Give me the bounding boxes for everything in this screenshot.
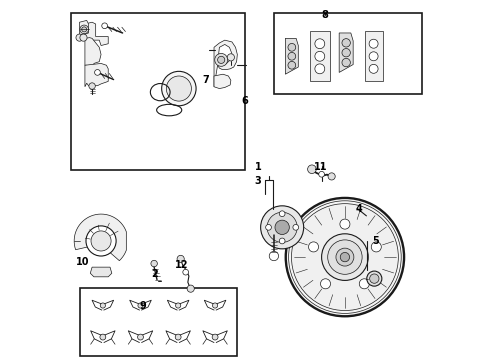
Polygon shape (339, 33, 352, 72)
Circle shape (314, 51, 324, 61)
Circle shape (279, 211, 285, 217)
Circle shape (279, 238, 285, 244)
Circle shape (340, 252, 349, 262)
Circle shape (341, 49, 349, 57)
Circle shape (335, 248, 353, 266)
Text: 7: 7 (202, 75, 209, 85)
Bar (273, 13, 422, 94)
Polygon shape (309, 31, 329, 81)
Circle shape (86, 226, 116, 256)
Polygon shape (85, 38, 101, 69)
Polygon shape (85, 63, 108, 87)
Text: 8: 8 (321, 10, 328, 20)
Circle shape (269, 251, 278, 261)
Circle shape (260, 206, 303, 249)
Circle shape (321, 234, 367, 280)
Circle shape (288, 201, 400, 314)
Circle shape (175, 334, 181, 340)
Polygon shape (90, 267, 112, 277)
Circle shape (368, 39, 377, 48)
Circle shape (212, 334, 218, 340)
Circle shape (318, 171, 324, 177)
Text: 1: 1 (254, 162, 261, 172)
Polygon shape (74, 214, 126, 261)
Circle shape (100, 334, 105, 340)
Circle shape (285, 198, 403, 316)
Circle shape (291, 204, 398, 311)
Text: 12: 12 (174, 260, 188, 270)
Circle shape (368, 64, 377, 73)
Text: 11: 11 (313, 162, 326, 172)
Circle shape (341, 58, 349, 67)
Circle shape (80, 34, 87, 41)
Circle shape (102, 23, 107, 29)
Circle shape (320, 279, 330, 289)
Polygon shape (285, 39, 298, 74)
Circle shape (217, 56, 224, 63)
Text: 3: 3 (254, 176, 261, 186)
Polygon shape (217, 44, 231, 65)
Bar (80, 288, 236, 356)
Circle shape (341, 39, 349, 47)
Circle shape (308, 242, 318, 252)
Circle shape (81, 27, 86, 32)
Circle shape (212, 303, 217, 308)
Circle shape (339, 219, 349, 229)
Circle shape (177, 255, 184, 262)
Circle shape (76, 34, 83, 41)
Circle shape (327, 173, 335, 180)
Bar (71, 13, 244, 170)
Circle shape (183, 269, 188, 275)
Circle shape (100, 303, 105, 308)
Circle shape (166, 76, 191, 101)
Circle shape (307, 165, 316, 174)
Circle shape (91, 231, 111, 251)
Circle shape (327, 240, 362, 274)
Circle shape (274, 220, 289, 234)
Circle shape (266, 212, 297, 242)
Circle shape (366, 271, 381, 286)
Circle shape (187, 285, 194, 292)
Circle shape (314, 39, 324, 49)
Circle shape (151, 260, 157, 267)
Circle shape (287, 44, 295, 51)
Circle shape (292, 225, 298, 230)
Circle shape (287, 61, 295, 69)
Polygon shape (214, 40, 237, 87)
Text: 2: 2 (150, 269, 157, 279)
Circle shape (265, 225, 271, 230)
Polygon shape (80, 21, 88, 35)
Circle shape (162, 71, 196, 106)
Circle shape (227, 54, 234, 61)
Text: 9: 9 (140, 301, 146, 311)
Circle shape (175, 303, 181, 308)
Polygon shape (214, 74, 230, 89)
Circle shape (89, 83, 95, 89)
Circle shape (368, 52, 377, 61)
Polygon shape (364, 31, 382, 81)
Text: 10: 10 (76, 257, 90, 267)
Circle shape (359, 279, 368, 289)
Circle shape (80, 25, 88, 34)
Text: 4: 4 (355, 204, 362, 214)
Circle shape (214, 53, 227, 66)
Circle shape (314, 64, 324, 74)
Circle shape (370, 242, 381, 252)
Polygon shape (85, 22, 108, 45)
Circle shape (287, 53, 295, 60)
Circle shape (369, 274, 378, 283)
Text: 5: 5 (371, 236, 378, 246)
Circle shape (138, 303, 143, 308)
Circle shape (137, 334, 143, 340)
Text: 6: 6 (241, 96, 247, 106)
Circle shape (94, 69, 100, 75)
